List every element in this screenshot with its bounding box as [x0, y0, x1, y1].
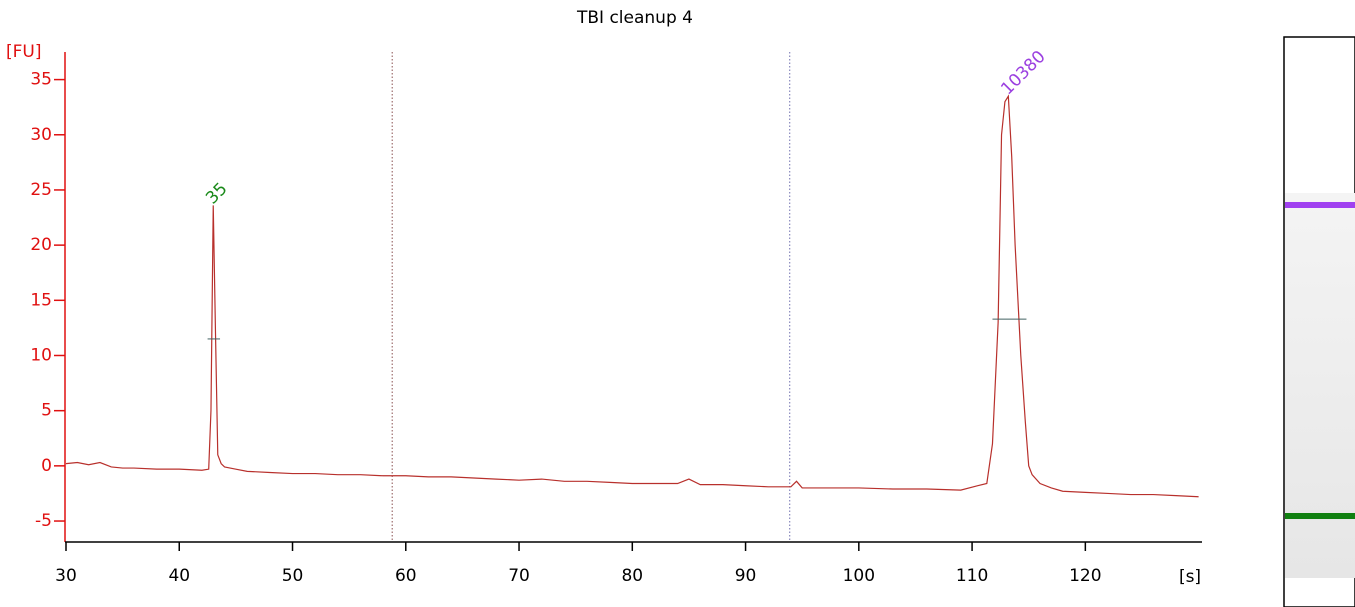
x-tick-label: 120 [1069, 566, 1101, 586]
chart-title: TBI cleanup 4 [576, 8, 693, 28]
gel-band-lower [1285, 513, 1355, 519]
y-tick-label: 0 [41, 456, 52, 476]
peak-label: 35 [202, 179, 231, 208]
y-tick-label: 5 [41, 401, 52, 421]
x-tick-label: 90 [735, 566, 757, 586]
x-tick-label: 80 [621, 566, 643, 586]
x-tick-label: 50 [282, 566, 304, 586]
x-tick-label: 100 [843, 566, 875, 586]
x-tick-label: 110 [956, 566, 988, 586]
y-tick-label: 30 [30, 125, 52, 145]
trace-line [65, 94, 1199, 498]
gel-background [1285, 193, 1355, 578]
x-axis-label: [s] [1179, 567, 1201, 587]
x-tick-label: 70 [508, 566, 530, 586]
x-tick-label: 30 [55, 566, 77, 586]
x-tick-label: 40 [168, 566, 190, 586]
y-tick-label: 15 [30, 290, 52, 310]
y-tick-label: 35 [30, 70, 52, 90]
gel-lane [1283, 36, 1355, 607]
y-axis-label: [FU] [6, 42, 42, 62]
y-tick-label: 20 [30, 235, 52, 255]
y-tick-label: 25 [30, 180, 52, 200]
y-tick-label: -5 [35, 511, 52, 531]
peak-label: 10380 [997, 47, 1049, 99]
gel-band-upper [1285, 202, 1355, 208]
y-tick-label: 10 [30, 345, 52, 365]
x-tick-label: 60 [395, 566, 417, 586]
